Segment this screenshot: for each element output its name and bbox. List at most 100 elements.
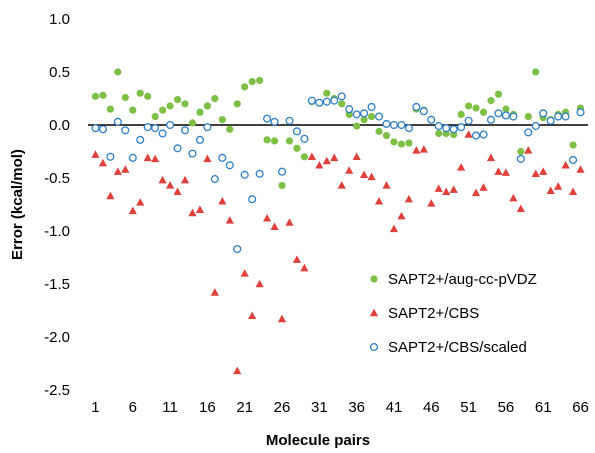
data-point <box>464 102 473 110</box>
data-point <box>524 146 533 154</box>
x-tick-label: 56 <box>498 399 515 416</box>
data-point <box>464 116 473 125</box>
data-point <box>338 100 346 108</box>
data-point <box>136 135 145 144</box>
series-0 <box>91 68 585 190</box>
data-point <box>509 112 518 121</box>
data-point <box>322 156 331 165</box>
data-point <box>419 145 428 153</box>
data-point <box>233 244 242 254</box>
data-point <box>129 106 137 114</box>
data-point <box>330 153 339 162</box>
data-point <box>337 181 346 189</box>
data-point <box>427 115 436 124</box>
data-point <box>397 140 406 148</box>
data-point <box>315 160 324 169</box>
legend-label: SAPT2+/CBS <box>388 305 479 322</box>
data-point <box>486 153 496 162</box>
data-point <box>360 170 369 179</box>
data-point <box>210 175 219 184</box>
data-point <box>91 92 100 100</box>
data-point <box>345 166 354 174</box>
data-point <box>397 211 406 220</box>
data-point <box>382 181 391 189</box>
data-point <box>397 120 406 130</box>
data-point <box>352 110 361 119</box>
data-point <box>353 122 361 130</box>
legend-label: SAPT2+/CBS/scaled <box>388 339 527 356</box>
data-point <box>516 154 525 163</box>
data-point <box>151 154 160 163</box>
series-1 <box>91 130 585 375</box>
data-point <box>307 96 316 105</box>
data-point <box>442 187 451 196</box>
data-point <box>263 114 272 123</box>
data-point <box>218 116 226 124</box>
y-tick-label: 0.5 <box>49 64 70 81</box>
data-point <box>136 89 144 97</box>
data-point <box>546 116 555 125</box>
data-point <box>412 146 421 154</box>
x-tick-label: 66 <box>572 399 589 416</box>
data-point <box>143 123 152 132</box>
data-point <box>576 165 585 173</box>
data-point <box>99 91 107 99</box>
data-point <box>248 77 256 86</box>
y-tick-label: -1.5 <box>44 276 70 293</box>
x-axis-ticks: 1 6 11 16 21 26 31 36 41 46 51 56 61 66 <box>91 399 589 416</box>
data-point <box>106 191 115 200</box>
x-tick-label: 61 <box>535 399 552 416</box>
data-point <box>173 95 182 104</box>
data-point <box>486 115 496 124</box>
data-point <box>337 92 346 101</box>
data-point <box>435 129 443 138</box>
data-point <box>181 100 189 108</box>
data-point <box>166 181 175 189</box>
data-point <box>292 255 302 263</box>
data-point <box>367 102 376 112</box>
data-point <box>457 110 465 118</box>
data-point <box>315 98 324 107</box>
data-point <box>389 120 399 130</box>
legend-label: SAPT2+/aug-cc-pVDZ <box>388 271 537 288</box>
data-point <box>285 137 294 145</box>
data-point <box>270 117 279 126</box>
data-point <box>442 124 451 133</box>
data-point <box>225 161 234 170</box>
data-point <box>531 122 540 131</box>
data-point <box>240 269 249 277</box>
data-point <box>210 288 219 296</box>
data-point <box>292 127 302 136</box>
data-point <box>248 195 257 204</box>
data-point <box>113 117 122 126</box>
data-point <box>173 144 182 153</box>
x-tick-label: 16 <box>199 399 216 416</box>
data-point <box>494 90 503 98</box>
data-point <box>180 175 190 184</box>
data-point <box>360 116 368 124</box>
x-tick-label: 51 <box>460 399 477 416</box>
x-axis-title: Molecule pairs <box>266 432 370 449</box>
legend-marker <box>369 308 379 317</box>
data-point <box>233 366 242 375</box>
data-point <box>487 97 495 105</box>
data-point <box>114 68 122 76</box>
data-point <box>539 109 548 118</box>
data-point <box>203 123 212 132</box>
data-point <box>248 311 257 320</box>
y-tick-label: 0.0 <box>49 117 70 134</box>
data-point <box>382 132 391 140</box>
data-point <box>554 112 563 121</box>
data-point <box>256 76 264 85</box>
data-point <box>404 124 413 133</box>
data-point <box>195 135 204 144</box>
y-tick-label: -2.5 <box>44 382 70 399</box>
x-tick-label: 11 <box>162 399 178 416</box>
data-point <box>277 314 287 323</box>
data-point <box>471 188 481 197</box>
data-point <box>532 68 540 76</box>
data-point <box>576 108 585 117</box>
data-point <box>188 119 197 127</box>
data-point <box>449 125 458 134</box>
data-point <box>323 89 331 97</box>
